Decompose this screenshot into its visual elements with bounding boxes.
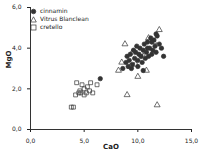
html-text:cinnamin: cinnamin	[40, 7, 68, 14]
svg-text:2,0: 2,0	[12, 85, 22, 92]
svg-text:4,0: 4,0	[12, 44, 22, 51]
svg-text:5,0: 5,0	[79, 137, 89, 144]
svg-text:15,0: 15,0	[185, 137, 199, 144]
svg-text:0,0: 0,0	[26, 137, 36, 144]
html-text:Vitrus Blanclean: Vitrus Blanclean	[40, 15, 89, 22]
svg-text:CaO: CaO	[103, 143, 119, 151]
html-text:cretello: cretello	[40, 23, 63, 30]
svg-text:10,0: 10,0	[131, 137, 145, 144]
svg-text:MgO: MgO	[5, 51, 13, 69]
svg-text:6,0: 6,0	[12, 3, 22, 10]
svg-text:0,0: 0,0	[12, 125, 22, 132]
